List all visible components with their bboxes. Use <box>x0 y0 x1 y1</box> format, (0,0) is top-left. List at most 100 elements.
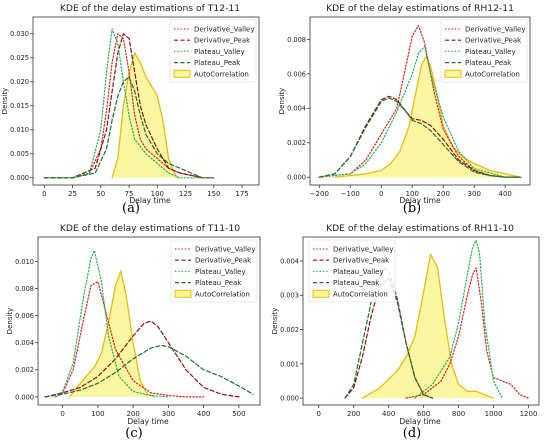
x-tick-label: 600 <box>417 410 430 418</box>
x-axis-label: Delay time <box>127 417 169 426</box>
series-line-AutoCorrelation <box>334 55 522 178</box>
x-tick-label: 400 <box>499 190 512 198</box>
chart-title: KDE of the delay estimations of T12-11 <box>60 3 240 14</box>
series-line-Derivative_Peak <box>44 320 240 398</box>
x-tick-label: 150 <box>207 190 220 198</box>
legend-label-Derivative_Valley: Derivative_Valley <box>465 26 525 34</box>
x-axis-label: Delay time <box>399 417 441 426</box>
legend-box <box>440 19 528 83</box>
series-line-Plateau_Valley <box>55 249 169 398</box>
legend-label-Derivative_Valley: Derivative_Valley <box>195 246 255 254</box>
legend-box <box>169 19 257 83</box>
series-line-Derivative_Valley <box>318 25 522 178</box>
y-tick-label: 0.002 <box>287 139 306 147</box>
legend-label-Plateau_Peak: Plateau_Peak <box>333 279 380 287</box>
legend: Derivative_Valley Derivative_Peak Plateau_… <box>170 239 258 303</box>
series-line-Plateau_Valley <box>318 45 522 178</box>
x-tick-label: 800 <box>452 410 465 418</box>
y-tick-label: 0.000 <box>287 174 306 182</box>
x-tick-label: 200 <box>126 410 139 418</box>
x-tick-label: 50 <box>96 190 105 198</box>
series-line-AutoCorrelation <box>69 270 155 398</box>
y-axis-label: Density <box>1 88 9 115</box>
legend-swatch-AutoCorrelation <box>174 289 192 298</box>
legend-label-Plateau_Valley: Plateau_Valley <box>195 268 246 276</box>
legend-label-AutoCorrelation: AutoCorrelation <box>194 70 249 78</box>
x-tick-label: −200 <box>310 190 329 198</box>
y-tick-label: 0.006 <box>287 70 306 78</box>
y-tick-label: 0.008 <box>287 36 306 44</box>
series-line-AutoCorrelation <box>111 52 179 179</box>
y-tick-label: 0.002 <box>15 366 34 374</box>
legend-label-Plateau_Peak: Plateau_Peak <box>465 59 512 67</box>
plot-area <box>44 249 254 398</box>
y-tick-label: 0.000 <box>15 393 34 401</box>
y-axis-label: Density <box>6 308 14 335</box>
x-axis-label: Delay time <box>129 196 171 205</box>
panel-label: (b) <box>403 201 421 216</box>
legend-swatch-AutoCorrelation <box>444 69 462 78</box>
legend-label-Plateau_Valley: Plateau_Valley <box>333 268 384 276</box>
chart-panel-0: KDE of the delay estimations of T12-11 0 2… <box>1 3 260 216</box>
x-tick-label: 75 <box>125 190 134 198</box>
legend-box <box>308 239 396 303</box>
y-tick-label: 0.004 <box>287 105 306 113</box>
series-line-Plateau_Peak <box>44 344 254 398</box>
panel-label: (d) <box>403 426 421 441</box>
x-tick-label: 175 <box>235 190 248 198</box>
series-line-Derivative_Valley <box>405 267 530 399</box>
x-tick-label: 200 <box>347 410 360 418</box>
y-tick-label: 0.002 <box>280 326 299 334</box>
plot-frame <box>32 16 260 186</box>
x-tick-label: 100 <box>406 190 419 198</box>
legend-label-Plateau_Valley: Plateau_Valley <box>465 48 516 56</box>
legend-label-Derivative_Peak: Derivative_Peak <box>465 37 522 45</box>
y-tick-label: 0.010 <box>10 126 29 134</box>
series-area-AutoCorrelation <box>334 56 521 178</box>
x-tick-label: 100 <box>151 190 164 198</box>
plot-frame <box>302 236 540 406</box>
legend-label-AutoCorrelation: AutoCorrelation <box>333 290 388 298</box>
series-area-AutoCorrelation <box>112 53 178 178</box>
x-tick-label: 1000 <box>485 410 503 418</box>
y-tick-label: 0.030 <box>10 30 29 38</box>
plot-frame <box>37 236 261 406</box>
y-tick-label: 0.006 <box>15 312 34 320</box>
y-tick-label: 0.020 <box>10 78 29 86</box>
panel-label: (a) <box>122 201 140 216</box>
legend-label-Derivative_Valley: Derivative_Valley <box>194 26 254 34</box>
series-line-Plateau_Peak <box>318 97 522 178</box>
y-tick-label: 0.003 <box>280 292 299 300</box>
x-tick-label: 0 <box>60 410 64 418</box>
panel-label: (c) <box>125 426 142 441</box>
x-tick-label: 300 <box>162 410 175 418</box>
legend: Derivative_Valley Derivative_Peak Plateau_… <box>169 19 257 83</box>
legend-swatch-AutoCorrelation <box>173 69 191 78</box>
plot-frame <box>309 16 531 186</box>
x-tick-label: −100 <box>341 190 360 198</box>
chart-title: KDE of the delay estimations of T11-10 <box>60 223 240 234</box>
series-line-Derivative_Valley <box>55 281 205 398</box>
y-tick-label: 0.025 <box>10 54 29 62</box>
legend-label-Plateau_Peak: Plateau_Peak <box>195 279 242 287</box>
legend: Derivative_Valley Derivative_Peak Plateau_… <box>308 239 396 303</box>
x-tick-label: 0 <box>379 190 383 198</box>
y-tick-label: 0.008 <box>15 285 34 293</box>
x-tick-label: 0 <box>42 190 46 198</box>
x-axis-label: Delay time <box>399 196 441 205</box>
legend-swatch-AutoCorrelation <box>312 289 330 298</box>
legend-label-Plateau_Valley: Plateau_Valley <box>194 48 245 56</box>
chart-title: KDE of the delay estimations of RH11-10 <box>326 223 514 234</box>
legend-label-Derivative_Peak: Derivative_Peak <box>333 257 390 265</box>
y-tick-label: 0.004 <box>280 257 299 265</box>
x-tick-label: 100 <box>91 410 104 418</box>
y-tick-label: 0.001 <box>280 360 299 368</box>
x-tick-label: 25 <box>68 190 77 198</box>
legend-label-Derivative_Valley: Derivative_Valley <box>333 246 393 254</box>
chart-panel-1: KDE of the delay estimations of RH12-11 −… <box>278 3 531 216</box>
legend: Derivative_Valley Derivative_Peak Plateau_… <box>440 19 528 83</box>
y-tick-label: 0.010 <box>15 258 34 266</box>
series-line-Plateau_Valley <box>414 239 503 399</box>
series-line-Derivative_Peak <box>43 33 204 179</box>
